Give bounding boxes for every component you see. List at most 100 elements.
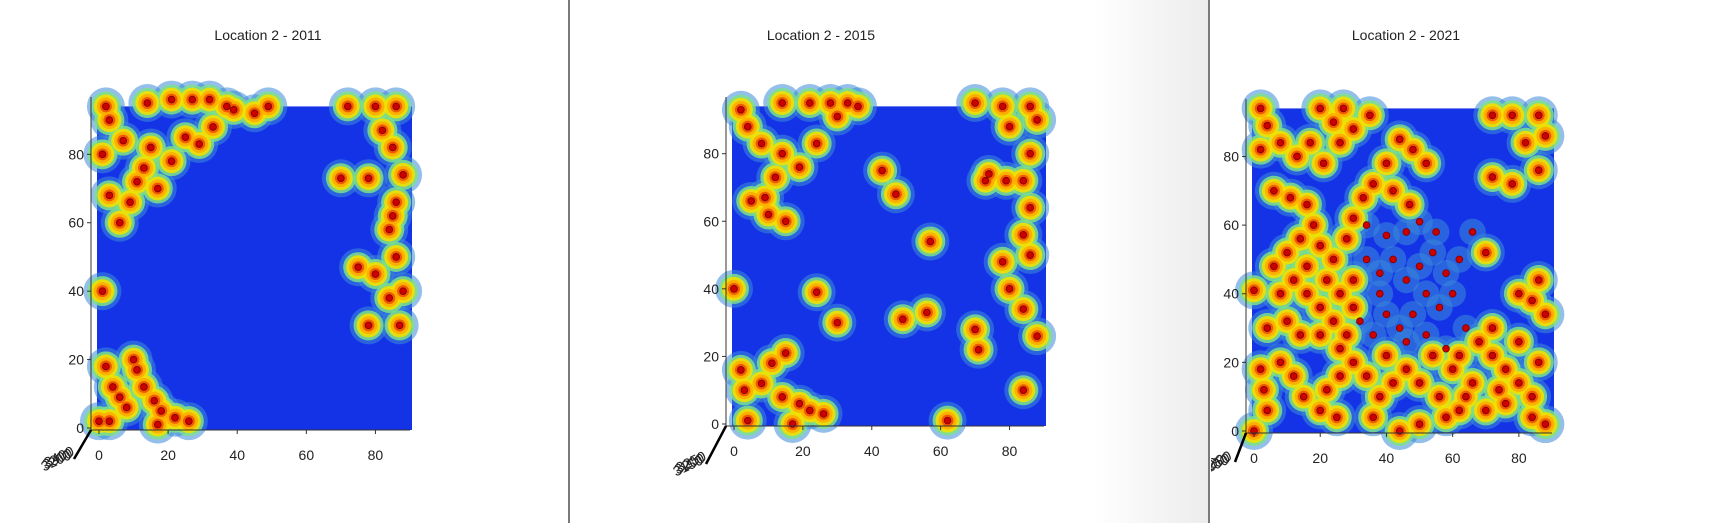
panel-divider xyxy=(568,0,570,523)
tree-point xyxy=(781,349,790,357)
tree-point xyxy=(974,345,983,354)
tree-point xyxy=(115,218,124,227)
tree-point xyxy=(250,109,259,118)
tree-point xyxy=(1296,331,1305,339)
tree-point xyxy=(1382,231,1391,240)
tree-point xyxy=(1409,145,1417,154)
tree-point xyxy=(1019,386,1028,395)
tree-point xyxy=(1362,221,1371,229)
tree-point xyxy=(1534,111,1543,120)
tree-point xyxy=(1256,145,1265,154)
tree-point xyxy=(102,102,110,111)
tree-point xyxy=(385,225,394,234)
tree-point xyxy=(1468,228,1477,236)
tree-point xyxy=(1488,351,1497,360)
tree-point xyxy=(854,102,862,111)
tree-point xyxy=(985,170,993,178)
tree-point xyxy=(1256,365,1265,374)
tree-point xyxy=(122,403,131,412)
tree-point xyxy=(1283,248,1291,257)
tree-point xyxy=(1289,276,1298,284)
tree-point xyxy=(1276,289,1285,298)
tree-point xyxy=(105,417,114,425)
tree-point xyxy=(819,410,828,418)
tree-point xyxy=(1026,149,1035,158)
tree-point xyxy=(223,102,231,111)
tree-point xyxy=(943,416,952,425)
tree-point xyxy=(1349,358,1358,367)
x-tick-label: 0 xyxy=(1250,450,1258,466)
tree-point xyxy=(119,136,127,145)
tree-point xyxy=(95,417,103,425)
tree-point xyxy=(188,95,197,104)
tree-point xyxy=(747,197,756,205)
tree-point xyxy=(1395,324,1404,332)
tree-point xyxy=(395,321,404,330)
y-tick-label: 60 xyxy=(68,215,84,231)
tree-point xyxy=(1515,289,1523,298)
x-tick-label: 80 xyxy=(368,447,384,463)
tree-point xyxy=(730,285,738,293)
tree-point xyxy=(1369,331,1378,339)
tree-point xyxy=(209,123,217,131)
tree-point xyxy=(1508,111,1517,120)
tree-point xyxy=(354,263,362,272)
x-tick-label: 80 xyxy=(1511,450,1527,466)
tree-point xyxy=(1528,413,1536,422)
y-tick-label: 20 xyxy=(68,352,84,368)
tree-point xyxy=(1409,310,1417,319)
tree-point xyxy=(1026,203,1035,212)
tree-point xyxy=(812,139,821,148)
tree-point xyxy=(781,217,790,226)
tree-point xyxy=(898,315,907,324)
tree-point xyxy=(140,164,148,172)
tree-point xyxy=(1534,358,1543,367)
tree-point xyxy=(1382,351,1391,360)
tree-point xyxy=(812,288,821,297)
tree-point xyxy=(1019,176,1028,185)
y-tick-label: 60 xyxy=(703,213,719,229)
tree-point xyxy=(378,126,387,135)
chart-title: Location 2 - 2021 xyxy=(1351,27,1461,43)
tree-point xyxy=(971,99,979,107)
tree-point xyxy=(167,157,176,165)
tree-point xyxy=(1319,159,1328,168)
tree-point xyxy=(147,143,155,152)
tree-point xyxy=(998,102,1007,111)
x-tick-label: 40 xyxy=(1379,450,1395,466)
tree-point xyxy=(1369,413,1378,422)
tree-point xyxy=(388,212,397,220)
tree-point xyxy=(981,176,990,185)
tree-point xyxy=(1462,392,1470,401)
tree-point xyxy=(1534,166,1543,175)
tree-point xyxy=(1528,296,1536,305)
tree-point xyxy=(364,321,373,330)
tree-point xyxy=(1528,392,1536,401)
tree-point xyxy=(1369,180,1378,188)
tree-point xyxy=(102,362,110,371)
tree-point xyxy=(1541,420,1550,428)
tree-point xyxy=(1332,413,1341,422)
tree-point xyxy=(998,258,1007,266)
tree-point xyxy=(1462,324,1470,332)
tree-point xyxy=(1002,176,1010,185)
tree-point xyxy=(1389,255,1397,264)
tree-point xyxy=(337,174,345,183)
tree-point xyxy=(1303,200,1311,209)
tree-point xyxy=(1429,248,1437,257)
y-tick-label: 0 xyxy=(1231,423,1239,439)
chart-title: Location 2 - 2015 xyxy=(766,27,876,43)
tree-point xyxy=(105,116,114,124)
x-tick-label: 20 xyxy=(1312,450,1328,466)
tree-point xyxy=(1356,317,1364,325)
x-tick-label: 0 xyxy=(95,447,103,463)
tree-point xyxy=(153,184,162,193)
chart-panel-2015: Location 2 - 2015 0 20 40 60 80 0 20 40 60 80 3150… xyxy=(570,0,1208,523)
tree-point xyxy=(805,406,814,415)
tree-point xyxy=(1005,122,1014,131)
tree-point xyxy=(1336,372,1344,380)
tree-point xyxy=(1349,125,1358,133)
tree-point xyxy=(1402,276,1411,284)
